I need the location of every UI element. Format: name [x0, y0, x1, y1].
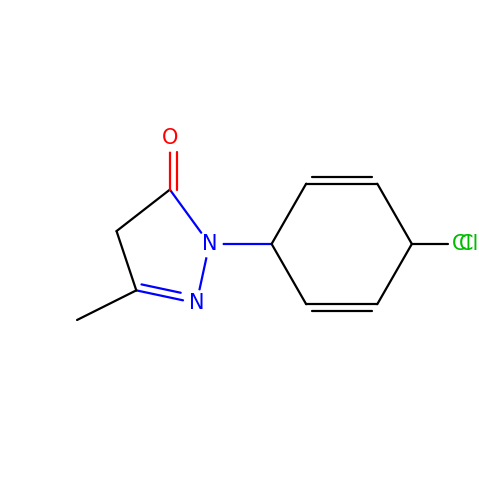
Text: Cl: Cl	[459, 234, 479, 254]
Text: O: O	[162, 128, 178, 148]
Text: Cl: Cl	[452, 234, 472, 254]
Text: N: N	[202, 234, 217, 254]
Text: N: N	[189, 293, 205, 313]
